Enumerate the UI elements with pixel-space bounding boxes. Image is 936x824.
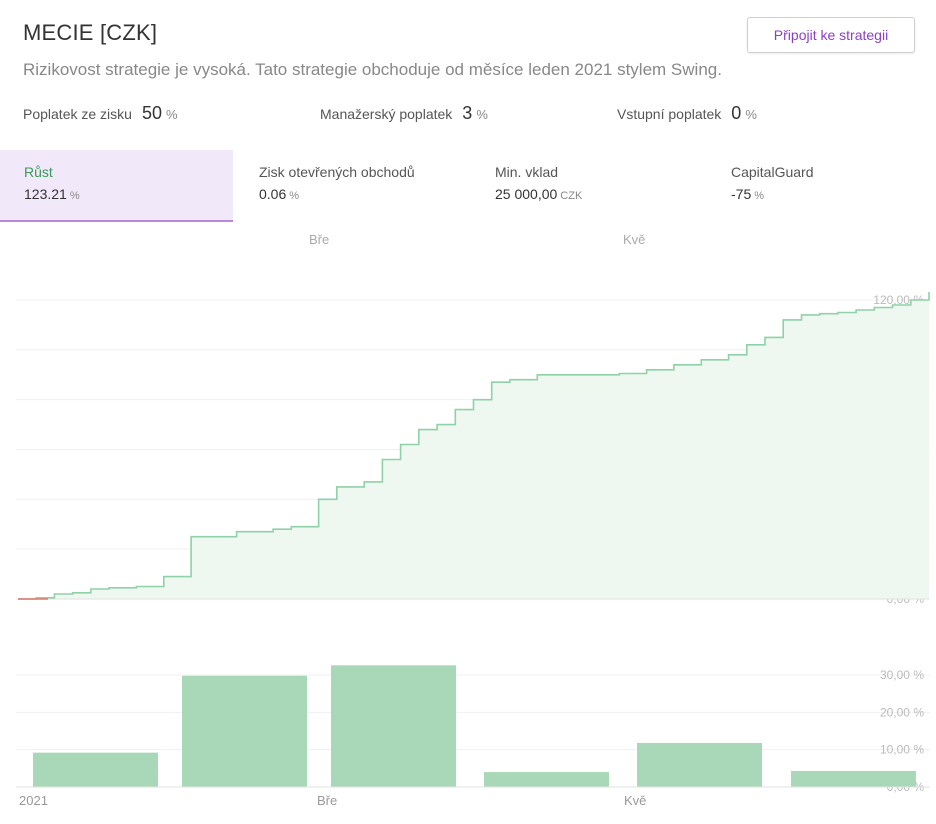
- monthly-return-bar: [637, 742, 762, 787]
- monthly-return-bar: [33, 752, 158, 787]
- fee-entry: Vstupní poplatek 0 %: [617, 103, 757, 124]
- monthly-bar-chart: 0,00 %10,00 %20,00 %30,00 %: [16, 665, 930, 794]
- tab-min-deposit-value: 25 000,00: [495, 186, 558, 202]
- fee-management-unit: %: [476, 107, 488, 122]
- tab-capitalguard-label: CapitalGuard: [731, 164, 814, 180]
- fee-management-label: Manažerský poplatek: [320, 106, 453, 122]
- monthly-return-bar: [182, 675, 307, 787]
- fee-profit-unit: %: [165, 107, 178, 122]
- fee-entry-value: 0: [731, 103, 742, 123]
- fee-management-value: 3: [462, 103, 473, 123]
- growth-area-fill: [18, 292, 929, 599]
- top-month-label-may: Kvě: [623, 232, 646, 247]
- tab-growth-label: Růst: [24, 164, 53, 180]
- tab-capitalguard-value: -75: [731, 186, 752, 202]
- growth-area-chart: 0,00 %20,00 %40,00 %60,00 %80,00 %100,00…: [16, 292, 930, 606]
- bar-y-tick-label: 30,00 %: [880, 668, 924, 682]
- bottom-label-may: Kvě: [624, 793, 647, 808]
- tab-min-deposit[interactable]: Min. vklad 25 000,00 CZK: [471, 150, 704, 222]
- tab-open-profit[interactable]: Zisk otevřených obchodů 0.06%: [235, 150, 468, 222]
- tab-capitalguard-unit: %: [754, 190, 765, 202]
- bar-y-tick-label: 20,00 %: [880, 705, 924, 719]
- strategy-subtitle: Rizikovost strategie je vysoká. Tato str…: [23, 60, 722, 79]
- tab-min-deposit-label: Min. vklad: [495, 164, 559, 180]
- tab-growth-value: 123.21: [24, 186, 67, 202]
- monthly-return-bar: [331, 665, 456, 787]
- fee-profit: Poplatek ze zisku 50 %: [23, 103, 178, 124]
- tab-open-profit-label: Zisk otevřených obchodů: [259, 164, 415, 180]
- tab-growth-unit: %: [69, 190, 80, 202]
- top-month-label-mar: Bře: [309, 232, 330, 247]
- monthly-return-bar: [791, 770, 916, 787]
- fee-profit-label: Poplatek ze zisku: [23, 106, 132, 122]
- fee-entry-label: Vstupní poplatek: [617, 106, 722, 122]
- tab-growth[interactable]: Růst 123.21%: [0, 150, 233, 222]
- tab-open-profit-value: 0.06: [259, 186, 287, 202]
- tab-open-profit-unit: %: [289, 190, 300, 202]
- tab-capitalguard[interactable]: CapitalGuard -75%: [707, 150, 936, 222]
- strategy-title: MECIE [CZK]: [23, 20, 158, 45]
- bottom-label-mar: Bře: [317, 793, 338, 808]
- connect-strategy-button[interactable]: Připojit ke strategii: [747, 17, 915, 53]
- monthly-return-bar: [484, 772, 609, 787]
- bar-y-tick-label: 10,00 %: [880, 743, 924, 757]
- fee-management: Manažerský poplatek 3 %: [320, 103, 488, 124]
- fee-profit-value: 50: [141, 103, 162, 123]
- growth-line: [18, 292, 930, 600]
- bottom-label-2021: 2021: [19, 793, 48, 808]
- fee-entry-unit: %: [745, 107, 757, 122]
- tab-min-deposit-unit: CZK: [560, 190, 583, 202]
